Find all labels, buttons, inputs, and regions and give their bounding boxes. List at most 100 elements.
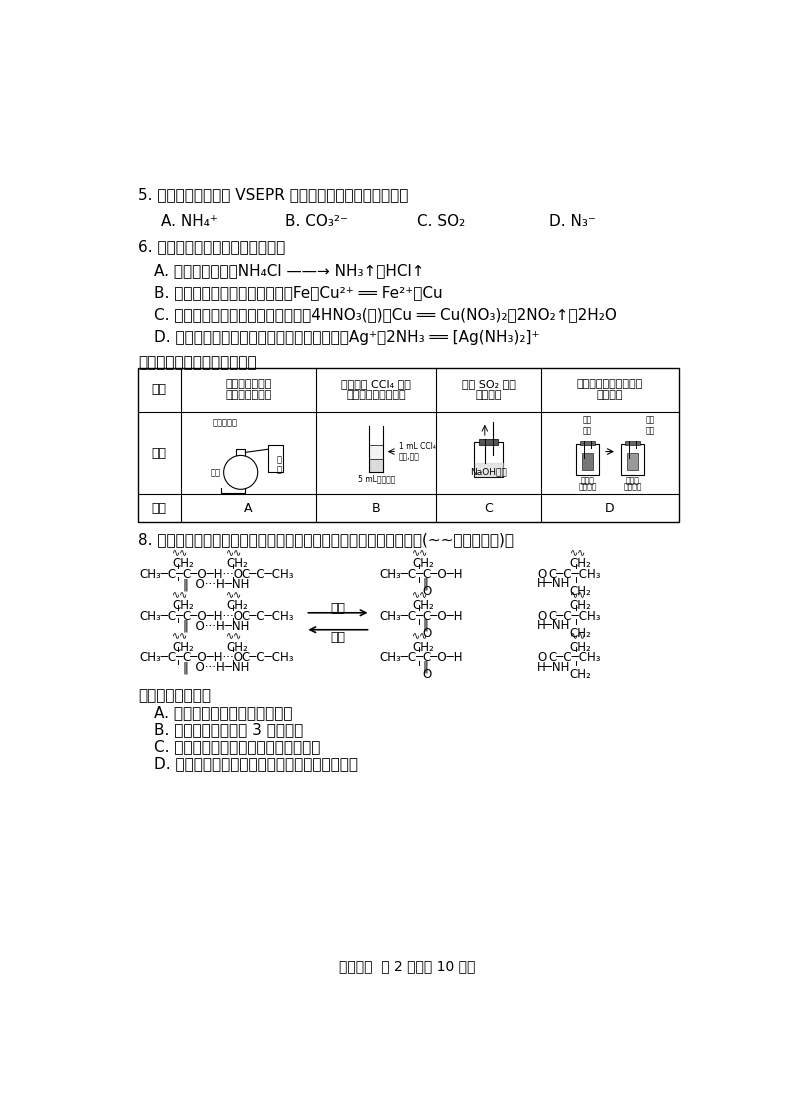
- Text: C. 浓硝酸与铜反应产生红棕色气体：4HNO₃(浓)＋Cu ══ Cu(NO₃)₂＋2NO₂↑＋2H₂O: C. 浓硝酸与铜反应产生红棕色气体：4HNO₃(浓)＋Cu ══ Cu(NO₃)…: [153, 308, 616, 323]
- Text: C─O─H···O: C─O─H···O: [182, 609, 243, 623]
- Text: 干燥
氯气: 干燥 氯气: [583, 415, 592, 435]
- Text: A. NH₄⁺: A. NH₄⁺: [161, 214, 218, 229]
- Text: CH₃─C─: CH₃─C─: [140, 652, 183, 664]
- Bar: [474, 442, 503, 477]
- Text: ‖: ‖: [182, 662, 188, 674]
- Text: CH₂: CH₂: [569, 668, 592, 681]
- Text: 有色布条: 有色布条: [623, 482, 642, 491]
- Text: C─O─H···O: C─O─H···O: [182, 568, 243, 581]
- Bar: [580, 441, 596, 445]
- Text: 下列实验能达到实验目的的是: 下列实验能达到实验目的的是: [138, 356, 256, 371]
- Bar: [268, 445, 283, 472]
- Text: ∿∿: ∿∿: [569, 548, 586, 558]
- Text: 1 mL CCl₄
振荡,静置: 1 mL CCl₄ 振荡,静置: [399, 442, 436, 461]
- Text: 选项: 选项: [152, 502, 167, 514]
- Text: CH₂: CH₂: [569, 641, 592, 654]
- Text: 5. 下列分子或离子的 VSEPR 模型与其空间结构不一致的是: 5. 下列分子或离子的 VSEPR 模型与其空间结构不一致的是: [138, 187, 408, 202]
- Text: CH₃─C─: CH₃─C─: [140, 568, 183, 581]
- Text: ∿∿: ∿∿: [226, 632, 243, 642]
- Text: H─NH: H─NH: [537, 577, 571, 590]
- Text: CH₂: CH₂: [412, 641, 434, 654]
- Text: CH₂: CH₂: [569, 557, 592, 570]
- Text: ‖: ‖: [422, 619, 428, 632]
- Text: B. 利用覆铜板制作印刷电路板：Fe＋Cu²⁺ ══ Fe²⁺＋Cu: B. 利用覆铜板制作印刷电路板：Fe＋Cu²⁺ ══ Fe²⁺＋Cu: [153, 286, 442, 300]
- Text: C─C─CH₃: C─C─CH₃: [548, 609, 600, 623]
- Text: 8. 利用聚合反应合成的某凝胶被拉伸后可自行恢复，该过程如下所示(∼∼表示链延长)。: 8. 利用聚合反应合成的某凝胶被拉伸后可自行恢复，该过程如下所示(∼∼表示链延长…: [138, 532, 514, 547]
- Text: O: O: [537, 568, 546, 581]
- Text: A: A: [245, 502, 252, 514]
- Text: CH₂: CH₂: [172, 599, 194, 612]
- Text: CH₂: CH₂: [569, 585, 592, 598]
- Text: D. 向氯化银浊液中滴加氨水，得到澄清溶液：Ag⁺＋2NH₃ ══ [Ag(NH₃)₂]⁺: D. 向氯化银浊液中滴加氨水，得到澄清溶液：Ag⁺＋2NH₃ ══ [Ag(NH…: [153, 330, 539, 345]
- Text: CH₃─C─: CH₃─C─: [380, 652, 424, 664]
- Text: 有色布条: 有色布条: [578, 482, 597, 491]
- Text: C─O─H: C─O─H: [422, 568, 463, 581]
- Text: CH₃─C─: CH₃─C─: [380, 568, 424, 581]
- Text: ∿∿: ∿∿: [412, 632, 429, 642]
- Text: 拉伸: 拉伸: [330, 602, 345, 615]
- Text: C─O─H···O: C─O─H···O: [182, 652, 243, 664]
- Text: ∿∿: ∿∿: [172, 589, 188, 599]
- Bar: [627, 453, 638, 470]
- Text: H─NH: H─NH: [537, 661, 571, 674]
- Text: 恢复: 恢复: [330, 632, 345, 644]
- Text: CH₃─C─: CH₃─C─: [380, 609, 424, 623]
- Text: 实验: 实验: [152, 446, 167, 460]
- Text: O: O: [422, 585, 432, 598]
- Text: 干燥的: 干燥的: [626, 477, 639, 485]
- Bar: [138, 367, 679, 522]
- Text: ∿∿: ∿∿: [412, 548, 429, 558]
- Text: 目的: 目的: [152, 383, 167, 396]
- Text: D: D: [605, 502, 615, 514]
- Text: C. SO₂: C. SO₂: [417, 214, 465, 229]
- Text: ∿∿: ∿∿: [226, 548, 243, 558]
- Text: B. 该凝胶片段中含有 3 种官能团: B. 该凝胶片段中含有 3 种官能团: [153, 722, 303, 738]
- Text: ‖: ‖: [422, 661, 428, 674]
- Text: D. 该凝胶的拉伸和恢复与氢键的断裂和形成有关: D. 该凝胶的拉伸和恢复与氢键的断裂和形成有关: [153, 756, 357, 771]
- Text: C. 该凝胶在碑性条件下可降解为小分子: C. 该凝胶在碑性条件下可降解为小分子: [153, 739, 320, 754]
- Text: ‖: ‖: [182, 578, 188, 591]
- Text: CH₂: CH₂: [172, 557, 194, 570]
- Text: CH₂: CH₂: [226, 641, 248, 654]
- Bar: [480, 439, 498, 445]
- Text: B. CO₃²⁻: B. CO₃²⁻: [285, 214, 349, 229]
- Text: 饱和食盐水: 饱和食盐水: [213, 417, 237, 427]
- Text: CH₂: CH₂: [569, 599, 592, 612]
- Text: CH₂: CH₂: [569, 627, 592, 639]
- Text: C─C─CH₃: C─C─CH₃: [548, 568, 600, 581]
- Text: O···H─NH: O···H─NH: [187, 578, 249, 591]
- Text: 5 mL饱和碘水: 5 mL饱和碘水: [357, 474, 395, 483]
- Text: O···H─NH: O···H─NH: [187, 662, 249, 674]
- Text: 6. 下列方程式与所给事实相符的是: 6. 下列方程式与所给事实相符的是: [138, 239, 285, 253]
- Text: ∿∿: ∿∿: [172, 548, 188, 558]
- Text: ∿∿: ∿∿: [172, 632, 188, 642]
- Text: 尾气
处理: 尾气 处理: [646, 415, 655, 435]
- Text: ‖: ‖: [182, 619, 188, 633]
- Text: CH₂: CH₂: [226, 599, 248, 612]
- Text: CH₂: CH₂: [172, 641, 194, 654]
- Text: ∿∿: ∿∿: [569, 632, 586, 642]
- Text: D. N₃⁻: D. N₃⁻: [549, 214, 596, 229]
- Text: O: O: [422, 627, 432, 639]
- Text: C─O─H: C─O─H: [422, 609, 463, 623]
- Text: 验证碘在 CCl₄ 中的
溶解性比在水中的好: 验证碘在 CCl₄ 中的 溶解性比在水中的好: [341, 379, 411, 401]
- Text: C: C: [484, 502, 493, 514]
- Text: C─C─CH₃: C─C─CH₃: [242, 609, 295, 623]
- Text: ∿∿: ∿∿: [412, 589, 429, 599]
- Text: B: B: [372, 502, 380, 514]
- Text: O···H─NH: O···H─NH: [187, 619, 249, 633]
- Text: C─C─CH₃: C─C─CH₃: [548, 652, 600, 664]
- Bar: [625, 441, 640, 445]
- Text: 湿润的: 湿润的: [580, 477, 595, 485]
- Text: CH₂: CH₂: [226, 557, 248, 570]
- Text: NaOH溶液: NaOH溶液: [470, 466, 507, 477]
- Bar: [621, 444, 644, 474]
- Text: 下列说法正确的是: 下列说法正确的是: [138, 689, 211, 703]
- Text: CH₂: CH₂: [412, 599, 434, 612]
- Text: O: O: [537, 609, 546, 623]
- Text: A. 合成该凝胶的反应为缩聚反应: A. 合成该凝胶的反应为缩聚反应: [153, 705, 292, 720]
- Text: ‖: ‖: [422, 577, 428, 590]
- Text: O: O: [537, 652, 546, 664]
- Text: CH₂: CH₂: [412, 557, 434, 570]
- Text: 溴
水: 溴 水: [277, 455, 282, 474]
